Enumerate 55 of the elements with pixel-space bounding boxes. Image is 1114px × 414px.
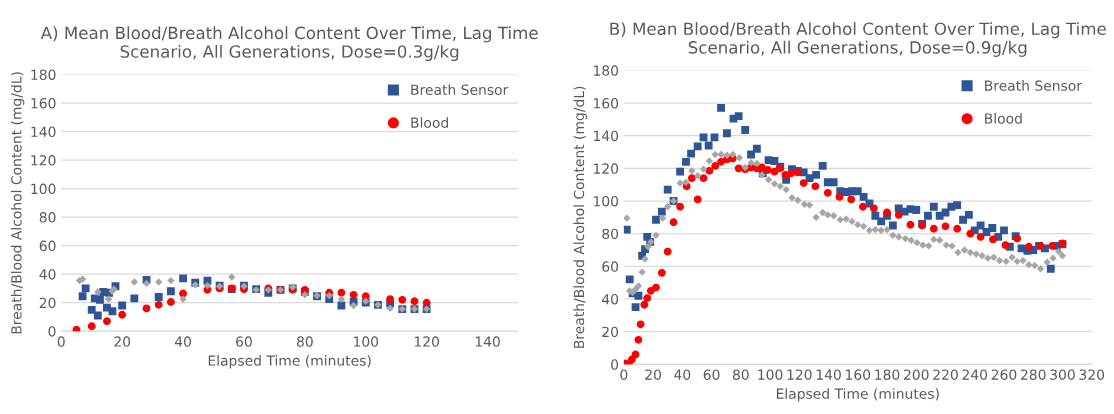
chart-title: A) Mean Blood/Breath Alcohol Content Over Time, Lag Time Scenario, All Generations, Dose=0.3g/kg [40,26,538,62]
x-tick-label: 0 [620,369,628,380]
y-tick-label: 160 [31,98,56,109]
y-tick-label: 180 [593,65,619,76]
x-tick-label: 80 [296,336,313,347]
y-tick-label: 180 [31,69,56,80]
x-tick-label: 200 [904,369,929,380]
x-tick-label: 0 [57,336,65,347]
x-tick-label: 280 [1021,369,1046,380]
y-tick-label: 100 [31,183,56,195]
y-tick-label: 80 [602,228,619,240]
x-axis-title: Elapsed Time (minutes) [776,388,939,402]
y-tick-label: 20 [602,326,619,338]
legend-label: Breath Sensor [985,80,1082,91]
y-tick-label: 60 [39,240,56,252]
y-tick-label: 80 [39,212,56,223]
x-tick-label: 120 [787,369,812,380]
x-tick-label: 60 [703,369,720,380]
legend-label: Blood [985,112,1022,124]
x-tick-label: 120 [414,336,439,347]
x-tick-label: 100 [354,336,379,347]
x-tick-label: 20 [114,336,131,347]
y-tick-label: 100 [593,195,619,207]
x-tick-label: 320 [1079,369,1105,380]
x-tick-label: 20 [645,369,661,380]
x-tick-label: 40 [174,336,191,347]
x-tick-label: 220 [933,369,958,380]
y-tick-label: 120 [593,163,619,174]
y-axis-title: Breath/Blood Alcohol Content (mg/dL) [573,86,587,348]
x-tick-label: 100 [758,369,783,380]
x-tick-label: 80 [732,369,749,380]
y-tick-label: 20 [39,297,56,309]
x-tick-label: 300 [1050,369,1075,380]
x-tick-label: 140 [475,336,500,347]
x-tick-label: 260 [991,369,1017,380]
y-tick-label: 140 [593,130,619,142]
chart-title: B) Mean Blood/Breath Alcohol Content Over Time, Lag Time Scenario, All Generations, Dose=0.9g/kg [610,22,1106,57]
y-tick-label: 40 [39,269,56,280]
y-tick-label: 60 [602,261,619,272]
y-tick-label: 160 [593,98,619,109]
legend-label: Blood [411,117,448,128]
y-tick-label: 140 [31,126,56,138]
x-tick-label: 180 [875,369,900,380]
y-tick-label: 0 [611,359,619,370]
y-tick-label: 40 [601,293,619,305]
y-axis-title: Breath/Blood Alcohol Content (mg/dL) [10,72,25,334]
x-axis-title: Elapsed Time (minutes) [208,355,371,369]
x-tick-label: 40 [674,369,691,380]
x-tick-label: 60 [236,336,252,347]
x-tick-label: 160 [846,369,871,380]
y-tick-label: 120 [31,155,56,166]
y-tick-label: 0 [48,326,56,337]
legend-label: Breath Sensor [411,84,509,95]
x-tick-label: 240 [962,369,988,380]
x-tick-label: 140 [816,369,841,380]
